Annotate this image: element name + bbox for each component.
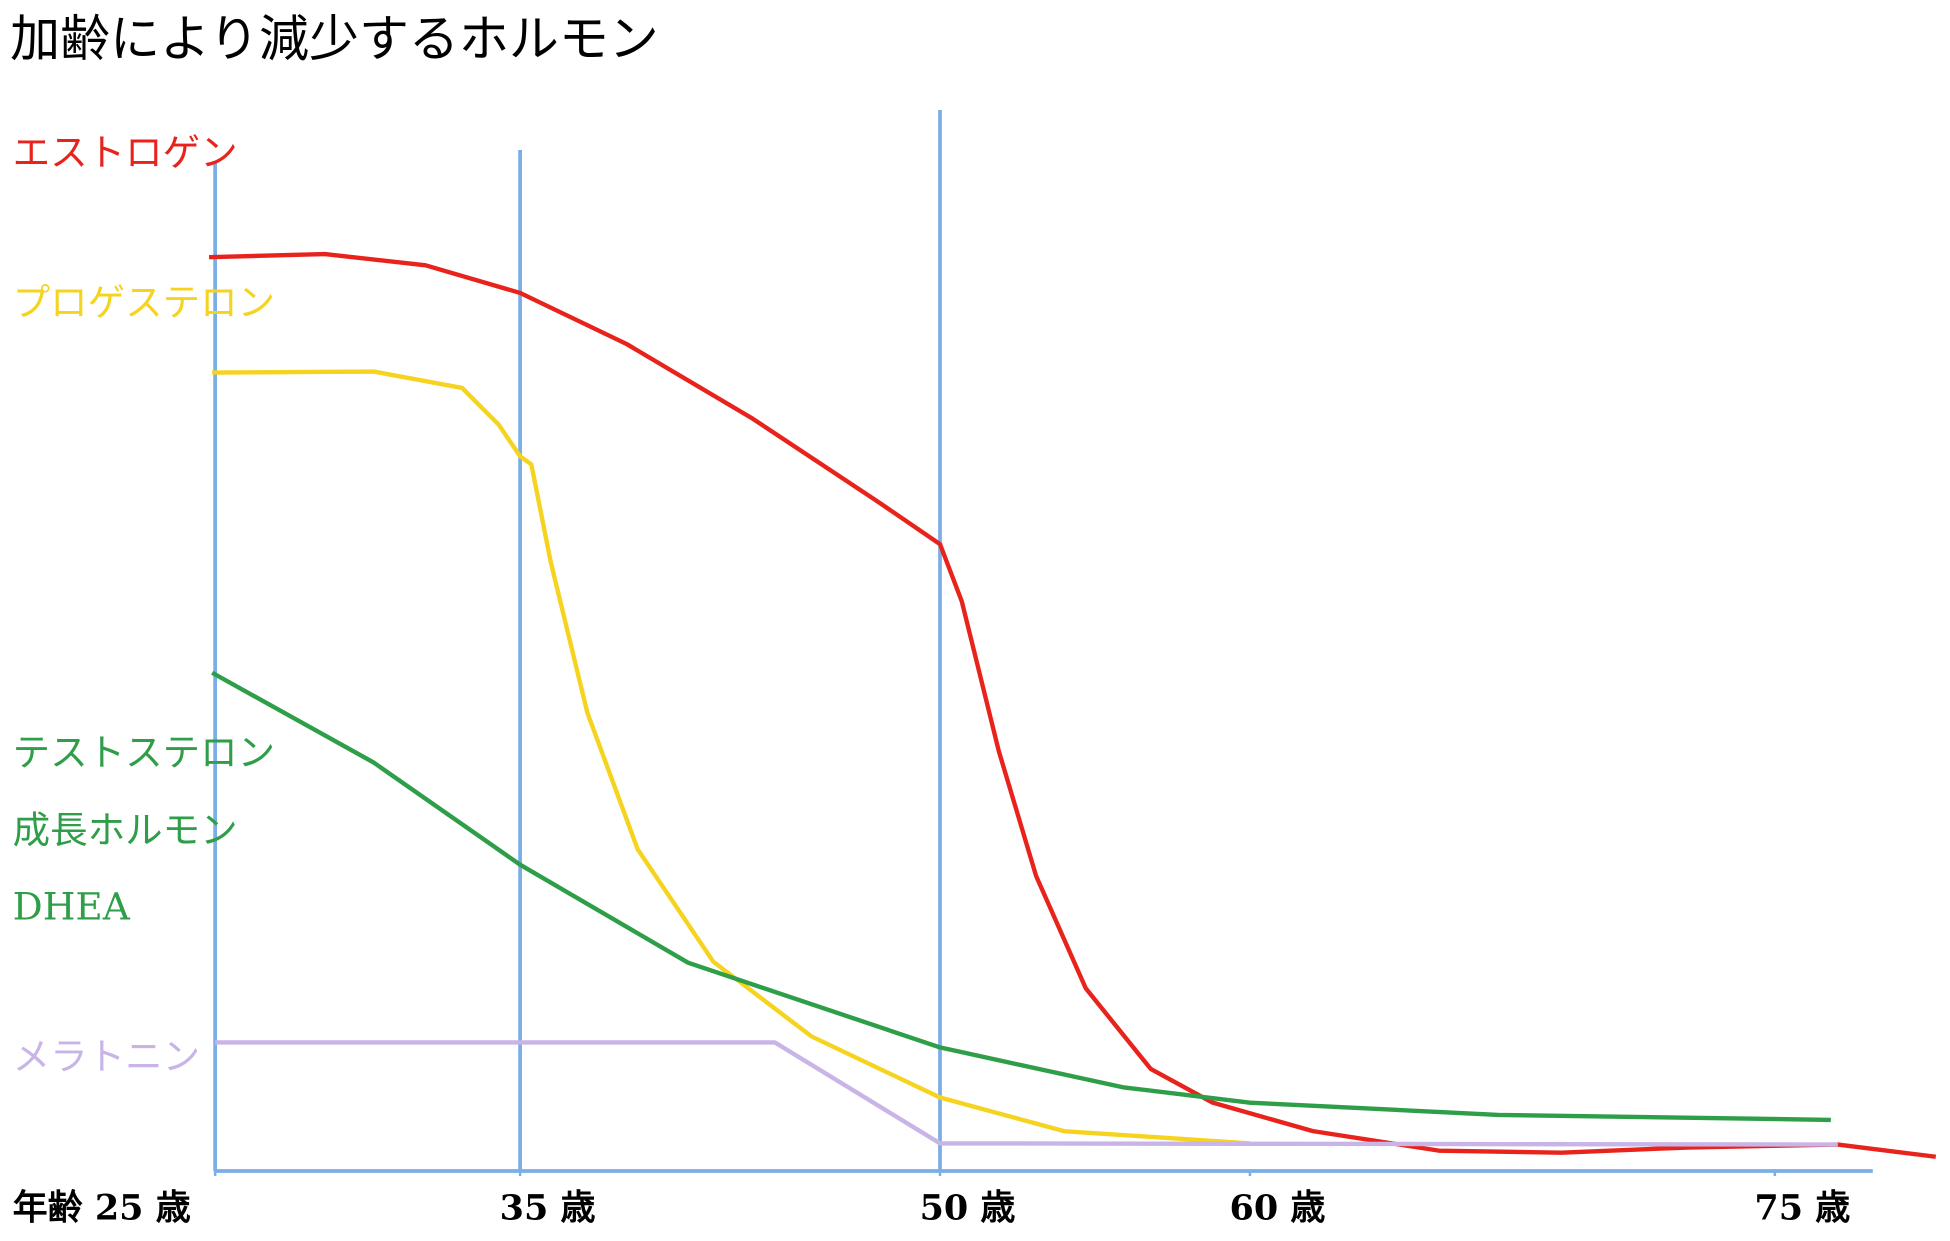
x-tick-label: 年齢 25 歳 (13, 1187, 191, 1228)
x-tick-label: 75 歳 (1754, 1187, 1850, 1228)
legend-label: テストステロン (13, 731, 275, 775)
series-line (211, 670, 1831, 1123)
legend-label: DHEA (13, 884, 131, 928)
series-line (208, 251, 1937, 1159)
series-line (212, 369, 1251, 1146)
legend-label: エストロゲン (13, 131, 238, 175)
series-line (215, 1040, 1838, 1147)
x-tick-label: 50 歳 (920, 1187, 1016, 1228)
legend-label: メラトニン (13, 1034, 200, 1078)
legend-label: 成長ホルモン (13, 808, 238, 852)
x-tick-label: 60 歳 (1230, 1187, 1326, 1228)
chart-title: 加齢により減少するホルモン (10, 10, 659, 68)
x-tick-label: 35 歳 (500, 1187, 596, 1228)
legend-label: プロゲステロン (13, 281, 275, 325)
